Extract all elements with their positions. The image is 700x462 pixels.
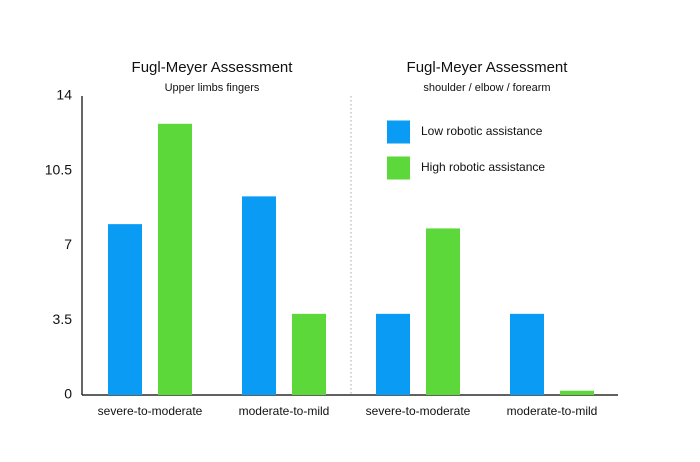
bar (376, 313, 410, 395)
y-tick-label: 0 (64, 386, 72, 402)
bar (242, 196, 276, 395)
panel-subtitle: shoulder / elbow / forearm (423, 82, 550, 94)
y-tick-label: 14 (56, 87, 72, 103)
y-tick-label: 10.5 (45, 161, 72, 177)
x-tick-label: severe-to-moderate (98, 404, 203, 418)
bar (292, 313, 326, 395)
legend-label: Low robotic assistance (421, 124, 543, 138)
y-tick-label: 7 (64, 236, 72, 252)
panel-subtitle: Upper limbs fingers (165, 82, 260, 94)
x-tick-label: severe-to-moderate (366, 404, 471, 418)
y-tick-label: 3.5 (53, 311, 73, 327)
bar (108, 224, 142, 395)
legend-label: High robotic assistance (421, 160, 545, 174)
legend-swatch (387, 156, 410, 180)
bar (560, 390, 594, 395)
bar (158, 123, 192, 395)
x-tick-label: moderate-to-mild (507, 404, 598, 418)
bar (426, 228, 460, 395)
bar (510, 313, 544, 395)
panel-title: Fugl-Meyer Assessment (407, 59, 569, 76)
panel-title: Fugl-Meyer Assessment (132, 59, 294, 76)
legend-swatch (387, 120, 410, 144)
x-tick-label: moderate-to-mild (239, 404, 330, 418)
